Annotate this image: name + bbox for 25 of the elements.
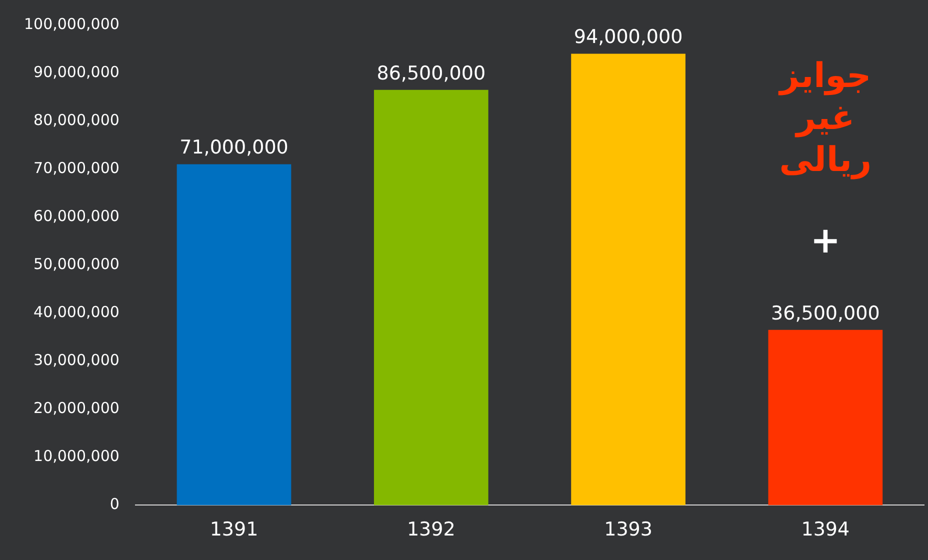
y-tick-label: 90,000,000	[34, 62, 120, 81]
y-tick-label: 10,000,000	[34, 447, 120, 466]
y-tick-label: 60,000,000	[34, 206, 120, 225]
data-label: 86,500,000	[376, 62, 486, 84]
y-tick-label: 20,000,000	[34, 399, 120, 418]
bar	[768, 330, 883, 506]
annotation: +	[810, 220, 841, 262]
y-tick-label: 80,000,000	[34, 110, 120, 129]
annotation: جوایز غیر ریالی	[778, 56, 872, 180]
y-tick-label: 40,000,000	[34, 303, 120, 322]
y-tick-label: 30,000,000	[34, 351, 120, 370]
x-tick-label: 1392	[406, 518, 456, 541]
y-tick-label: 0	[110, 495, 120, 514]
data-label: 94,000,000	[574, 26, 683, 48]
y-tick-label: 70,000,000	[34, 158, 120, 177]
x-tick-label: 1393	[604, 518, 652, 541]
bar	[176, 164, 292, 506]
bar	[571, 54, 686, 506]
bar	[374, 90, 488, 506]
data-label: 71,000,000	[180, 136, 288, 159]
data-label: 36,500,000	[771, 302, 880, 324]
y-tick-label: 50,000,000	[34, 254, 120, 273]
x-tick-label: 1391	[210, 518, 258, 541]
y-tick-label: 100,000,000	[24, 14, 120, 33]
x-tick-label: 1394	[801, 518, 850, 541]
